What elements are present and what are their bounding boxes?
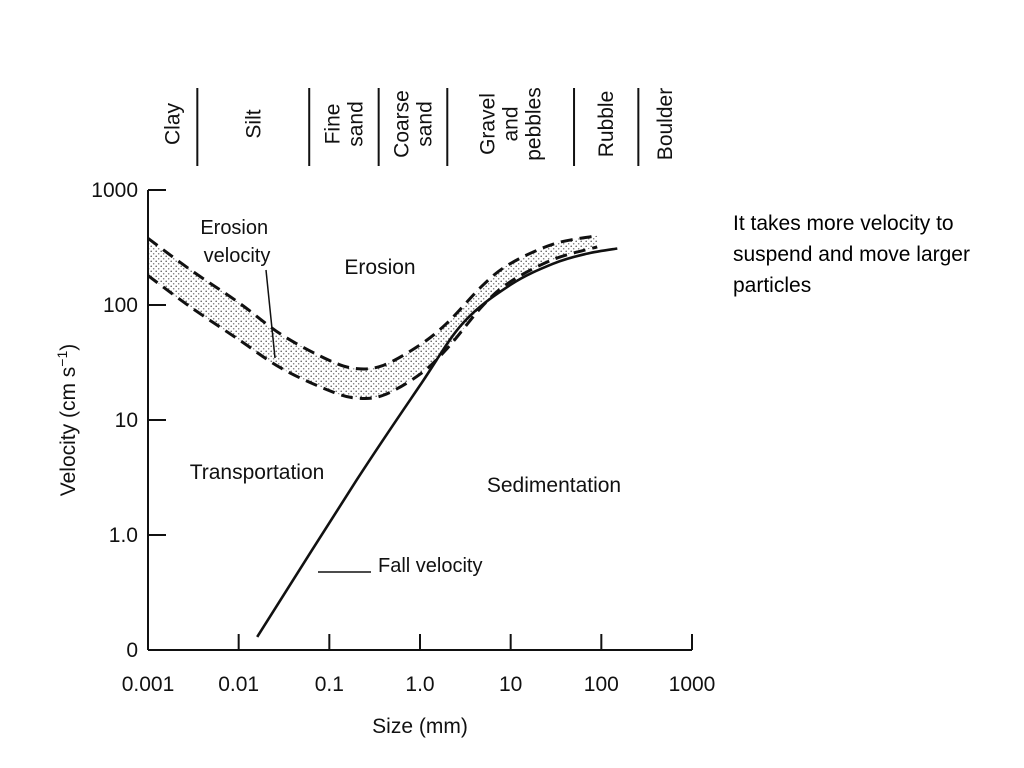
erosion-velocity-lower-line xyxy=(147,245,598,400)
erosion-velocity-pointer xyxy=(265,269,276,359)
y-tick-label: 100 xyxy=(103,294,138,317)
erosion-velocity-band xyxy=(148,235,598,399)
y-tick-label: 0 xyxy=(126,639,138,662)
size-class-label: Fine xyxy=(321,104,344,145)
y-axis-label: Velocity (cm s−1) xyxy=(54,344,80,497)
x-tick-label: 0.01 xyxy=(218,673,259,696)
transportation-region-label: Transportation xyxy=(190,461,325,484)
x-axis-label: Size (mm) xyxy=(372,715,468,738)
size-class-label: pebbles xyxy=(523,87,546,161)
x-tick-label: 1.0 xyxy=(405,673,434,696)
size-class-label: Coarse xyxy=(391,90,414,158)
erosion-velocity-label: Erosion velocity xyxy=(200,217,273,267)
size-class-label: Gravel xyxy=(477,93,500,155)
sedimentation-region-label: Sedimentation xyxy=(487,474,621,497)
x-tick-label: 0.001 xyxy=(122,673,175,696)
size-class-label: Silt xyxy=(242,109,265,138)
fall-velocity-label: Fall velocity xyxy=(378,555,482,577)
size-class-label: sand xyxy=(344,101,367,147)
erosion-region-label: Erosion xyxy=(344,256,415,279)
y-tick-label: 10 xyxy=(115,409,138,432)
erosion-velocity-upper-line xyxy=(147,234,598,371)
explanation-note: It takes more velocity to suspend and mo… xyxy=(733,212,970,297)
y-tick-label: 1.0 xyxy=(109,524,138,547)
size-class-label: Boulder xyxy=(654,88,677,160)
x-tick-label: 0.1 xyxy=(315,673,344,696)
size-class-label: and xyxy=(500,106,523,141)
x-tick-label: 100 xyxy=(584,673,619,696)
size-class-label: Rubble xyxy=(595,91,618,158)
x-tick-label: 1000 xyxy=(669,673,716,696)
x-tick-label: 10 xyxy=(499,673,522,696)
size-class-label: sand xyxy=(414,101,437,147)
size-class-label: Clay xyxy=(162,102,185,145)
fall-velocity-line xyxy=(256,247,618,638)
y-tick-label: 1000 xyxy=(91,179,138,202)
